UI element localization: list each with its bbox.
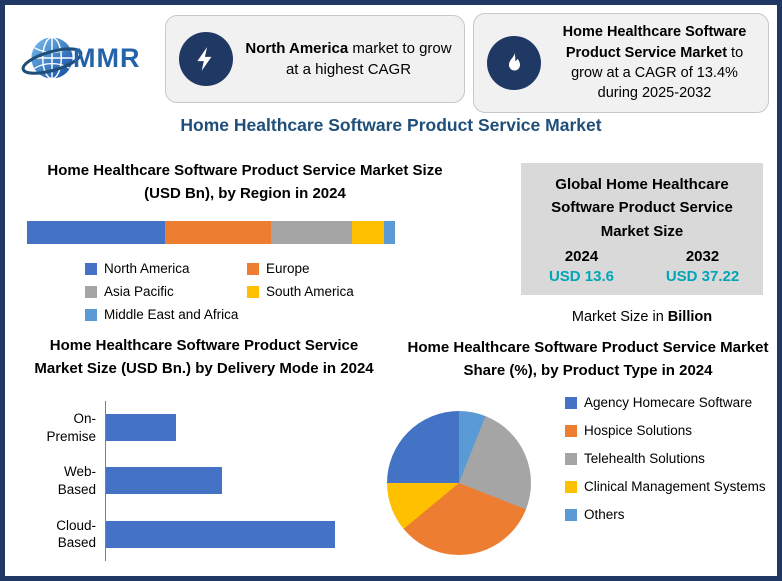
- mmr-logo: MMR: [19, 17, 171, 99]
- pie-legend-item-agency-homecare-software: Agency Homecare Software: [565, 395, 773, 410]
- region-stacked-bar: [27, 221, 395, 244]
- value-2024: USD 13.6: [548, 267, 615, 285]
- legend-label: Agency Homecare Software: [584, 395, 753, 410]
- region-segment-asia-pacific: [270, 221, 352, 244]
- note-regular: Market Size in: [571, 309, 668, 325]
- page-title: Home Healthcare Software Product Service…: [180, 115, 602, 135]
- plot-area: [105, 454, 365, 508]
- legend-color-swatch: [565, 481, 577, 493]
- region-legend-item-europe: Europe: [247, 261, 445, 276]
- legend-label: Others: [584, 507, 625, 522]
- delivery-bar-cloud-based: [106, 520, 335, 548]
- legend-color-swatch: [247, 263, 259, 275]
- legend-label: Middle East and Africa: [104, 307, 239, 322]
- region-legend-item-north-america: North America: [85, 261, 247, 276]
- region-segment-north-america: [27, 221, 165, 244]
- callout-rest: market to grow at a highest CAGR: [285, 40, 452, 78]
- logo-text: MMR: [73, 42, 141, 73]
- globe-icon: [21, 36, 83, 80]
- region-segment-south-america: [351, 221, 385, 244]
- callout-bold: North America: [245, 40, 349, 57]
- region-chart-title: Home Healthcare Software Product Service…: [47, 162, 443, 202]
- callout-text: North America market to grow at a highes…: [233, 38, 464, 80]
- pie-legend: Agency Homecare Software Hospice Solution…: [565, 395, 773, 522]
- lightning-icon: [179, 32, 233, 86]
- market-size-title: Global Home Healthcare Software Product …: [551, 176, 733, 240]
- region-segment-europe: [165, 221, 271, 244]
- delivery-bar-web-based: [106, 467, 222, 495]
- pie-legend-item-hospice-solutions: Hospice Solutions: [565, 423, 773, 438]
- delivery-bar-on-premise: [106, 414, 177, 442]
- product-share-pie: [387, 411, 531, 555]
- legend-label: Clinical Management Systems: [584, 479, 766, 494]
- market-size-box: Global Home Healthcare Software Product …: [521, 163, 763, 295]
- legend-color-swatch: [85, 286, 97, 298]
- callout-bold: Home Healthcare Software Product Service…: [562, 24, 747, 61]
- delivery-bar-chart: On- Premise Web-Based Cloud- Based: [29, 401, 365, 561]
- region-legend-item-asia-pacific: Asia Pacific: [85, 284, 247, 299]
- legend-color-swatch: [565, 509, 577, 521]
- legend-color-swatch: [85, 263, 97, 275]
- note-bold: Billion: [667, 309, 713, 325]
- pie-legend-item-clinical-management-systems: Clinical Management Systems: [565, 479, 773, 494]
- legend-color-swatch: [247, 286, 259, 298]
- delivery-row-cloud-based: Cloud- Based: [29, 507, 365, 561]
- region-legend: North America Europe Asia Pacific South Ame…: [85, 261, 445, 322]
- region-segment-middle-east-and-africa: [384, 221, 395, 244]
- year-2024: 2024: [564, 247, 599, 265]
- year-2032: 2032: [685, 247, 720, 265]
- category-label: Web-Based: [57, 464, 96, 497]
- callout-cagr: Home Healthcare Software Product Service…: [473, 13, 769, 113]
- region-legend-item-middle-east-and-africa: Middle East and Africa: [85, 307, 247, 322]
- legend-color-swatch: [85, 309, 97, 321]
- delivery-row-web-based: Web-Based: [29, 454, 365, 508]
- legend-color-swatch: [565, 397, 577, 409]
- market-size-unit-note: Market Size in Billion: [521, 309, 763, 325]
- legend-label: Europe: [266, 261, 310, 276]
- legend-label: North America: [104, 261, 190, 276]
- legend-label: Asia Pacific: [104, 284, 174, 299]
- plot-area: [105, 401, 365, 455]
- market-size-values: 2024 2032 USD 13.6 USD 37.22: [521, 248, 763, 285]
- flame-icon: [487, 36, 541, 90]
- legend-label: South America: [266, 284, 354, 299]
- callout-north-america: North America market to grow at a highes…: [165, 15, 465, 103]
- delivery-row-on-premise: On- Premise: [29, 401, 365, 455]
- pie-chart-title: Home Healthcare Software Product Service…: [407, 339, 769, 379]
- category-label: Cloud- Based: [56, 517, 96, 551]
- legend-label: Hospice Solutions: [584, 423, 693, 438]
- legend-color-swatch: [565, 453, 577, 465]
- pie-legend-item-others: Others: [565, 507, 773, 522]
- value-2032: USD 37.22: [665, 267, 740, 285]
- legend-color-swatch: [565, 425, 577, 437]
- legend-label: Telehealth Solutions: [584, 451, 705, 466]
- callout-text: Home Healthcare Software Product Service…: [541, 22, 768, 103]
- region-legend-item-south-america: South America: [247, 284, 445, 299]
- category-label: On- Premise: [46, 411, 96, 444]
- delivery-chart-title: Home Healthcare Software Product Service…: [34, 337, 374, 377]
- pie-legend-item-telehealth-solutions: Telehealth Solutions: [565, 451, 773, 466]
- plot-area: [105, 507, 365, 561]
- callout-rest: to grow at a CAGR of 13.4% during 2025-2…: [571, 44, 744, 102]
